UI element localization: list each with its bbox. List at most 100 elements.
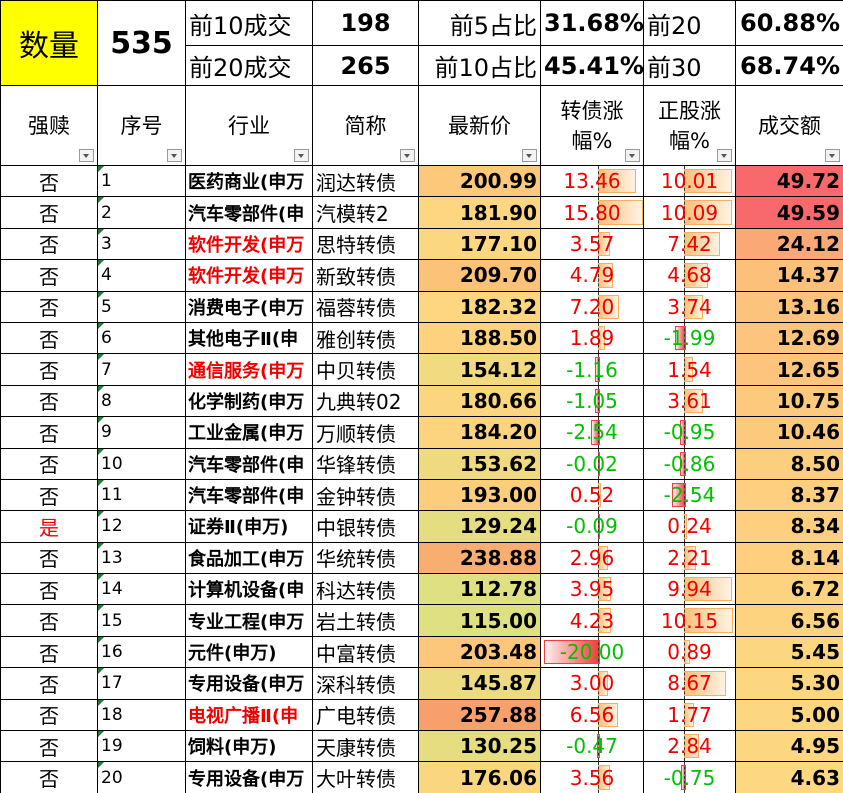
bar-axis: [684, 323, 685, 353]
stat-label: 前20成交: [185, 45, 313, 86]
cell-text: 4.23: [569, 608, 615, 633]
filter-button[interactable]: [167, 149, 182, 162]
price: 154.12: [418, 353, 541, 386]
stat-label: 前5占比: [418, 0, 541, 46]
index: 15: [97, 604, 186, 637]
data-row: 否 4 软件开发(申万 新致转债 209.70 4.79 4.68 14.37: [0, 259, 843, 292]
bar-axis: [598, 731, 599, 761]
bond-name: 万顺转债: [312, 416, 419, 449]
filter-button[interactable]: [400, 149, 415, 162]
filter-button[interactable]: [79, 149, 94, 162]
bar-axis: [598, 762, 599, 793]
turnover: 8.50: [735, 447, 843, 480]
turnover: 6.72: [735, 573, 843, 606]
stat-value: 68.74%: [735, 45, 843, 86]
bond-change: 7.20: [540, 290, 644, 323]
data-row: 否 9 工业金属(申万 万顺转债 184.20 -2.54 -0.95 10.46: [0, 416, 843, 449]
column-header: 序号: [97, 85, 186, 166]
bond-change: 4.79: [540, 259, 644, 292]
stock-change: 2.21: [643, 541, 736, 575]
filter-button[interactable]: [825, 149, 840, 162]
turnover: 6.56: [735, 604, 843, 637]
bond-name: 深科转债: [312, 667, 419, 700]
cell-text: -20.00: [559, 640, 625, 665]
bar-axis: [598, 323, 599, 353]
stock-change: -1.99: [643, 321, 736, 355]
data-row: 否 2 汽车零部件(申 汽模转2 181.90 15.80 10.09 49.59: [0, 196, 843, 229]
filter-button[interactable]: [294, 149, 309, 162]
stock-change: 4.68: [643, 259, 736, 292]
cell-text: -1.16: [566, 357, 618, 382]
industry: 元件(申万): [185, 635, 313, 669]
price: 129.24: [418, 510, 541, 543]
cell-text: -0.86: [663, 451, 716, 476]
header-text: 强赎: [28, 113, 70, 138]
filter-button[interactable]: [717, 149, 732, 162]
cell-text: 10.01: [660, 169, 719, 194]
bond-name: 华统转债: [312, 541, 419, 575]
header-text: 简称: [344, 113, 387, 138]
price: 181.90: [418, 196, 541, 229]
redeem: 否: [0, 353, 98, 386]
price: 145.87: [418, 667, 541, 700]
index: 11: [97, 478, 186, 512]
bar-axis: [598, 292, 599, 322]
filter-button[interactable]: [522, 149, 537, 162]
price: 180.66: [418, 384, 541, 418]
index: 4: [97, 259, 186, 292]
bond-name: 岩土转债: [312, 604, 419, 637]
index: 2: [97, 196, 186, 229]
index: 19: [97, 730, 186, 763]
index: 9: [97, 416, 186, 449]
bond-change: 3.57: [540, 227, 644, 261]
industry: 专用设备(申万: [185, 667, 313, 700]
bar-axis: [598, 417, 599, 448]
filter-button[interactable]: [625, 149, 640, 162]
cell-text: 1.77: [667, 702, 712, 727]
bar-axis: [684, 731, 685, 761]
bar-axis: [684, 700, 685, 730]
cell-text: -0.47: [566, 734, 618, 759]
data-bar: [679, 420, 686, 445]
bar-axis: [684, 668, 685, 699]
column-header: 简称: [312, 85, 419, 166]
data-bar: [684, 577, 732, 602]
cell-text: 15.80: [563, 200, 621, 225]
index: 18: [97, 698, 186, 732]
stock-change: 0.24: [643, 510, 736, 543]
bar-axis: [598, 574, 599, 604]
data-row: 否 19 饲料(申万) 天康转债 130.25 -0.47 2.84 4.95: [0, 730, 843, 763]
redeem: 否: [0, 761, 98, 793]
turnover: 8.34: [735, 510, 843, 543]
stock-change: 0.89: [643, 635, 736, 669]
redeem: 否: [0, 290, 98, 323]
price: 177.10: [418, 227, 541, 261]
data-row: 否 10 汽车零部件(申 华锋转债 153.62 -0.02 -0.86 8.50: [0, 447, 843, 480]
cell-text: 7.20: [569, 294, 615, 319]
cell-text: 7.42: [667, 231, 712, 256]
bond-name: 大叶转债: [312, 761, 419, 793]
redeem: 否: [0, 384, 98, 418]
bond-change: -0.09: [540, 510, 644, 543]
bar-axis: [598, 480, 599, 510]
price: 176.06: [418, 761, 541, 793]
cell-text: 6.56: [569, 702, 615, 727]
bond-name: 润达转债: [312, 164, 419, 198]
price: 130.25: [418, 730, 541, 763]
bond-change: 15.80: [540, 196, 644, 229]
price: 200.99: [418, 164, 541, 198]
bond-change: -0.02: [540, 447, 644, 480]
data-row: 否 6 其他电子Ⅱ(申 雅创转债 188.50 1.89 -1.99 12.69: [0, 321, 843, 355]
turnover: 10.75: [735, 384, 843, 418]
data-bar: [595, 388, 600, 414]
redeem: 否: [0, 667, 98, 700]
bar-axis: [598, 166, 599, 196]
data-bar: [680, 765, 686, 790]
cell-text: 13.46: [563, 169, 621, 194]
cell-text: 2.84: [667, 734, 712, 759]
header-text: 转债涨幅%: [560, 98, 624, 153]
cell-text: -0.95: [663, 420, 716, 445]
stat-label: 前10占比: [418, 45, 541, 86]
stock-change: 9.94: [643, 573, 736, 606]
bond-name: 金钟转债: [312, 478, 419, 512]
